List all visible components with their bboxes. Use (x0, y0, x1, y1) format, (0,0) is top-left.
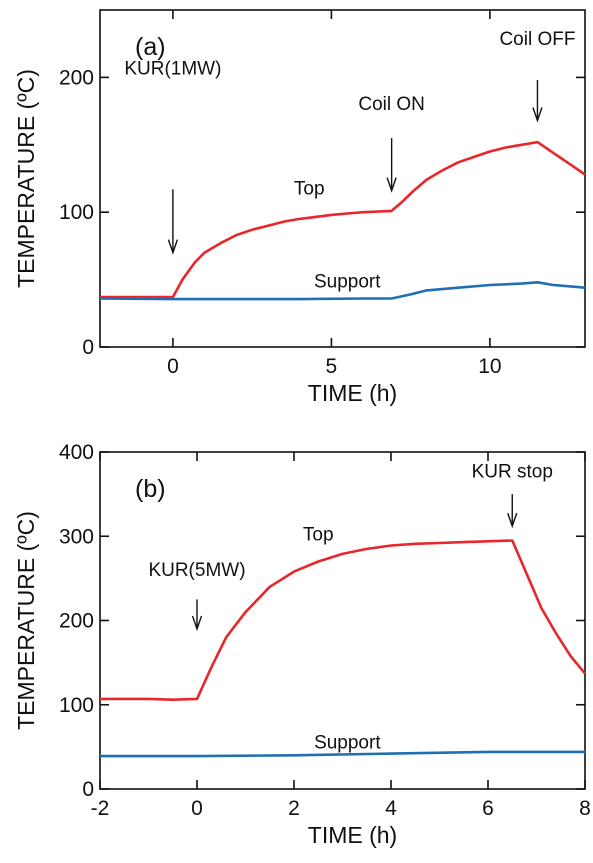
panel-a-frame (99, 9, 586, 348)
panel-a-label: (a) (135, 33, 166, 61)
panel-b-xtick-label-1: 0 (191, 797, 203, 820)
panel-b-series-support-line (100, 750, 585, 758)
panel-a-annotation-0: KUR(1MW) (124, 59, 221, 80)
panel-b-ytick-label-1: 100 (59, 694, 94, 717)
panel-a-xtick-label-1: 5 (326, 355, 338, 378)
panel-b-ytick-label-4: 400 (59, 441, 94, 464)
panel-a-arrow-head-0 (167, 239, 179, 255)
panel-a-annotation-1: Coil ON (358, 94, 425, 115)
panel-b-ytick-label-0: 0 (82, 778, 94, 801)
panel-a-xlabel: TIME (h) (308, 380, 397, 406)
panel-a-xtick-label-0: 0 (167, 355, 179, 378)
panel-b-ytick-label-2: 200 (59, 610, 94, 633)
panel-a-arrow-head-2 (532, 107, 543, 123)
panel-a-arrow-head-1 (386, 177, 397, 193)
panel-b-series-top-label: Top (303, 524, 334, 545)
panel-b-ytick-label-3: 300 (59, 525, 94, 548)
panel-b-arrow-head-1 (507, 512, 518, 529)
panel-b-xtick-label-0: -2 (91, 797, 110, 820)
panel-a-series-top-label: Top (294, 179, 325, 200)
panel-b-annotation-0: KUR(5MW) (148, 560, 245, 581)
panel-a-series-support-label: Support (314, 272, 381, 293)
panel-b-xtick-label-5: 8 (579, 797, 591, 820)
panel-b-xlabel: TIME (h) (308, 822, 397, 848)
panel-a-series-support-line (99, 280, 586, 301)
panel-a-xtick-label-2: 10 (478, 355, 501, 378)
panel-b-annotation-1: KUR stop (472, 461, 553, 482)
panel-b-xtick-label-4: 6 (482, 797, 494, 820)
panel-a-ylabel: TEMPERATURE (ºC) (13, 69, 39, 288)
panel-b-ylabel: TEMPERATURE (ºC) (13, 511, 39, 730)
panel-a: 0 100 200 0 5 10 TIME (h) TEMPERATURE (ºC) (a) To… (13, 9, 586, 406)
panel-a-ytick-label-1: 100 (59, 201, 94, 224)
panel-b-arrow-head-0 (191, 615, 203, 632)
panel-a-ytick-label-0: 0 (82, 336, 94, 359)
panel-b-series-support-label: Support (314, 733, 381, 754)
panel-a-series-top-line (100, 140, 586, 299)
panel-a-annotation-2: Coil OFF (499, 29, 575, 50)
panel-b-xtick-label-3: 4 (385, 797, 397, 820)
panel-a-ytick-label-2: 200 (59, 66, 94, 89)
panel-b-series-top-line (100, 539, 587, 702)
panel-b-xtick-label-2: 2 (288, 797, 300, 820)
panel-b-label: (b) (135, 475, 166, 503)
